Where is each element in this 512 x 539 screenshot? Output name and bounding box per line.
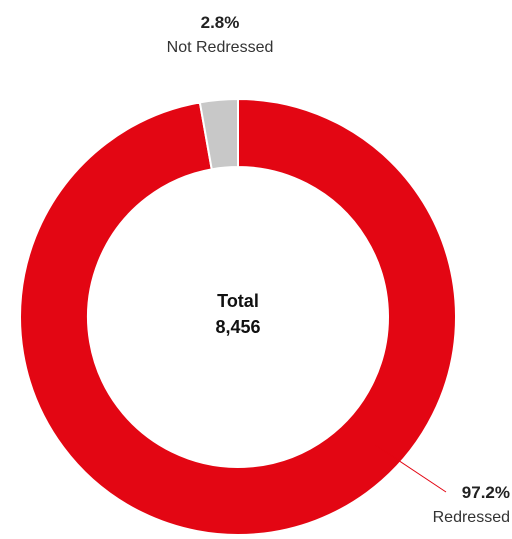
slice-label-redressed: Redressed — [433, 509, 510, 526]
leader-lines — [375, 444, 447, 493]
labels-layer: 97.2% Redressed 2.8% Not Redressed — [167, 13, 510, 526]
slice-redressed — [19, 97, 457, 536]
center-label: Total — [217, 291, 259, 311]
leader-line-redressed — [375, 444, 447, 493]
slice-label-not-redressed: Not Redressed — [167, 39, 274, 56]
slices-layer — [19, 97, 457, 536]
center-total-value: 8,456 — [215, 317, 260, 337]
slice-not-redressed — [198, 97, 239, 171]
slice-percent-not-redressed: 2.8% — [201, 13, 240, 32]
slice-percent-redressed: 97.2% — [462, 483, 510, 502]
